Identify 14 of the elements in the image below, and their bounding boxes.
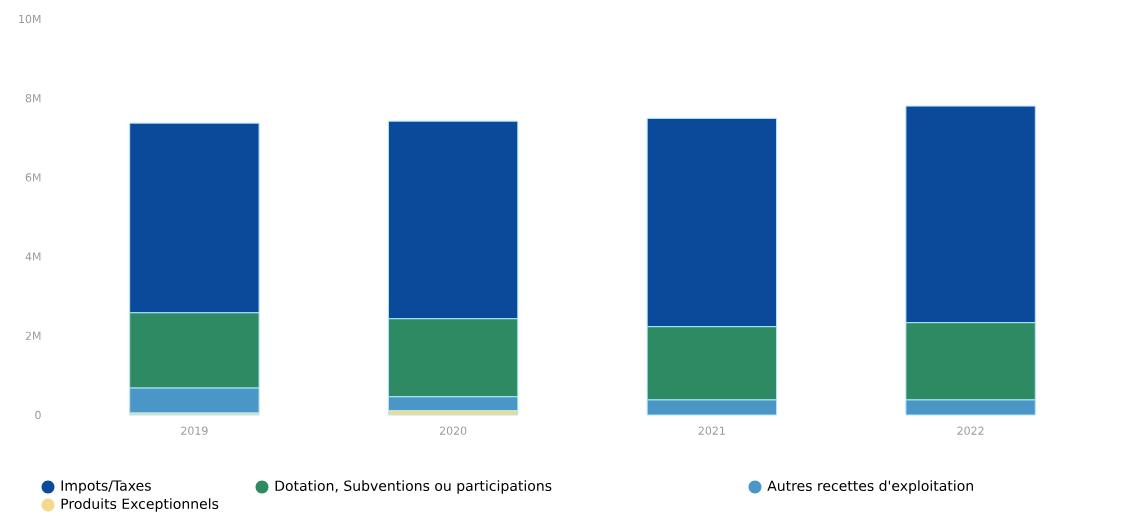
legend-label: Produits Exceptionnels	[61, 498, 219, 512]
x-tick-label: 2019	[181, 426, 208, 435]
legend-label: Impots/Taxes	[61, 480, 151, 494]
x-tick-label: 2021	[698, 426, 725, 435]
y-tick-label: 10M	[19, 14, 41, 24]
x-tick-label: 2022	[957, 426, 984, 435]
y-tick-label: 0	[35, 410, 41, 420]
y-tick-label: 2M	[25, 331, 41, 340]
y-tick-label: 6M	[25, 173, 41, 182]
legend-label: Dotation, Subventions ou participations	[275, 480, 552, 494]
x-tick-label: 2020	[439, 426, 467, 435]
y-tick-label: 8M	[25, 94, 41, 103]
legend-label: Autres recettes d'exploitation	[767, 480, 973, 494]
y-tick-label: 4M	[25, 252, 41, 261]
